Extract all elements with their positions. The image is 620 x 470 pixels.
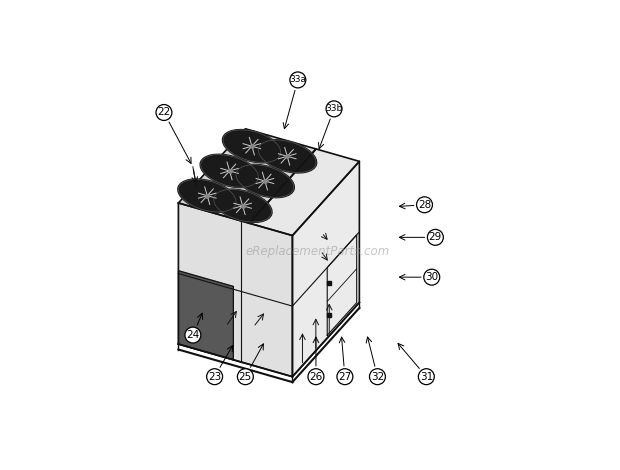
Circle shape bbox=[370, 369, 386, 384]
Text: 28: 28 bbox=[418, 200, 431, 210]
Circle shape bbox=[326, 101, 342, 117]
Text: eReplacementParts.com: eReplacementParts.com bbox=[246, 245, 390, 258]
Polygon shape bbox=[179, 203, 293, 376]
Circle shape bbox=[424, 269, 440, 285]
Polygon shape bbox=[179, 129, 316, 223]
Ellipse shape bbox=[178, 179, 237, 212]
Circle shape bbox=[156, 104, 172, 120]
Circle shape bbox=[185, 327, 201, 343]
Ellipse shape bbox=[223, 130, 281, 163]
Circle shape bbox=[206, 369, 223, 384]
Circle shape bbox=[290, 72, 306, 88]
Ellipse shape bbox=[258, 140, 317, 173]
Circle shape bbox=[418, 369, 434, 384]
Circle shape bbox=[308, 369, 324, 384]
Text: 29: 29 bbox=[429, 232, 442, 243]
Ellipse shape bbox=[236, 164, 294, 198]
Text: 24: 24 bbox=[186, 330, 200, 340]
Text: 25: 25 bbox=[239, 372, 252, 382]
Ellipse shape bbox=[200, 154, 259, 188]
Circle shape bbox=[337, 369, 353, 384]
Ellipse shape bbox=[213, 189, 272, 222]
Text: 23: 23 bbox=[208, 372, 221, 382]
Text: 30: 30 bbox=[425, 272, 438, 282]
Text: 31: 31 bbox=[420, 372, 433, 382]
Circle shape bbox=[417, 197, 433, 213]
Text: 26: 26 bbox=[309, 372, 322, 382]
Polygon shape bbox=[249, 149, 360, 235]
Text: 32: 32 bbox=[371, 372, 384, 382]
Text: 27: 27 bbox=[339, 372, 352, 382]
Circle shape bbox=[427, 229, 443, 245]
Polygon shape bbox=[179, 271, 233, 360]
Text: 33b: 33b bbox=[326, 104, 343, 113]
Polygon shape bbox=[293, 161, 360, 376]
Text: 22: 22 bbox=[157, 108, 170, 118]
Text: 33a: 33a bbox=[290, 75, 306, 85]
Circle shape bbox=[237, 369, 254, 384]
